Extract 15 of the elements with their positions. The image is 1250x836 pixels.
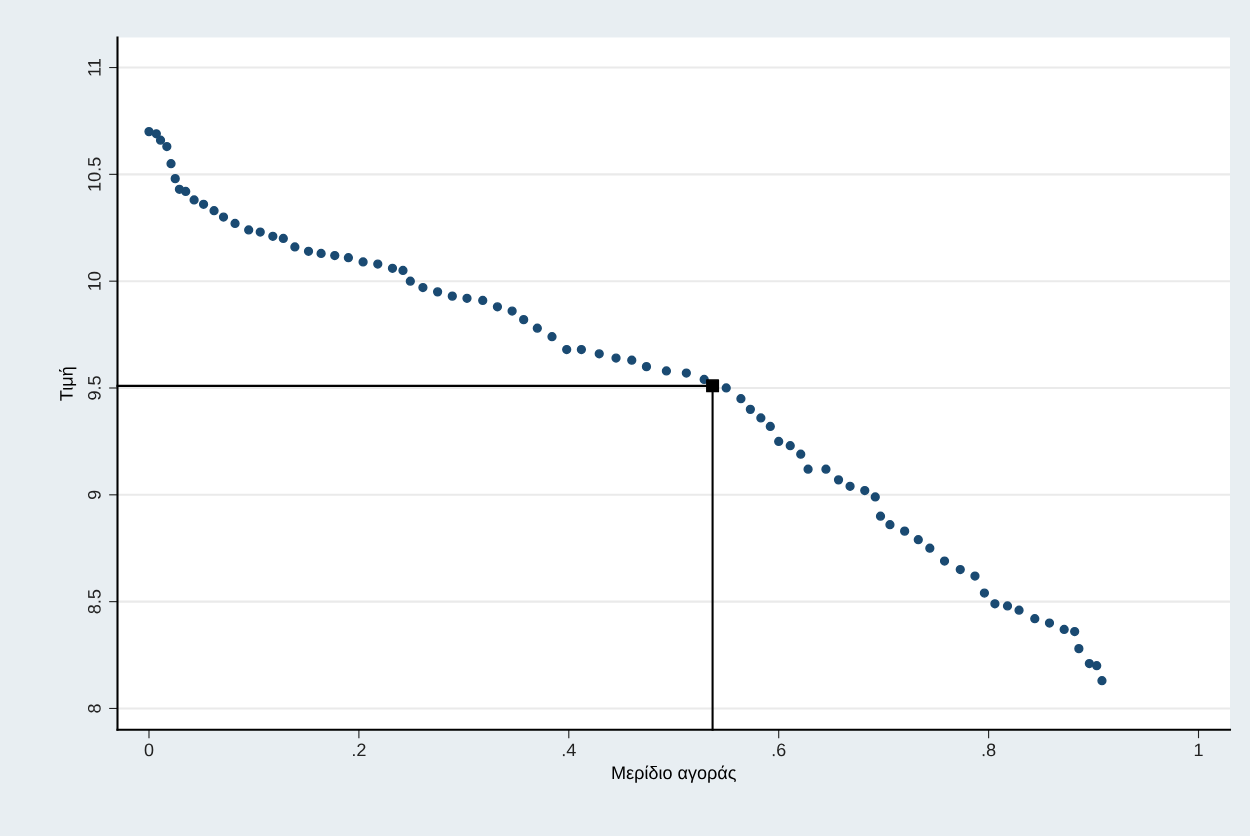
y-tick-label: 10 (87, 271, 101, 290)
x-axis-title: Μερίδιο αγοράς (612, 765, 736, 783)
y-tick-label: 9.5 (87, 376, 101, 400)
y-axis-title: Τιμή (59, 367, 77, 401)
x-tick-label: 1 (1194, 743, 1203, 757)
x-tick-label: .4 (562, 743, 576, 757)
y-tick-label: 9 (87, 490, 101, 499)
y-tick-label: 10.5 (87, 157, 101, 191)
x-tick-label: .2 (353, 743, 366, 757)
x-tick-label: .6 (772, 743, 786, 757)
x-tick-label: .8 (982, 743, 996, 757)
y-tick-label: 11 (88, 59, 101, 76)
y-tick-label: 8.5 (87, 589, 101, 614)
x-tick-label: 0 (144, 743, 154, 757)
y-tick-label: 8 (87, 704, 101, 713)
